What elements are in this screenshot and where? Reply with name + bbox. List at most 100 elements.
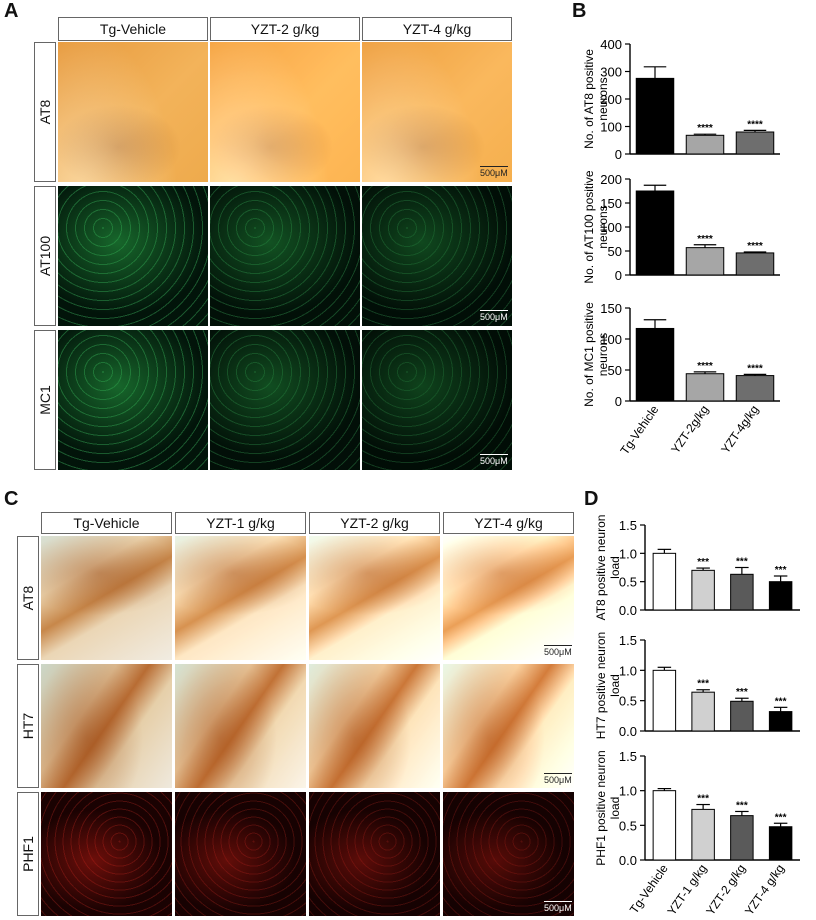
x-tick-label: YZT-2g/kg <box>668 403 711 456</box>
y-tick-label: 50 <box>608 363 622 378</box>
micrograph-phf1-tg-vehicle <box>41 792 172 916</box>
scale-bar: 500μM <box>544 901 572 913</box>
y-tick-label: 1.5 <box>619 750 637 764</box>
y-axis-label: PHF1 positive neuronload <box>594 750 622 865</box>
y-tick-label: 200 <box>600 92 622 107</box>
panel-a-column-header: Tg-Vehicle <box>58 17 208 41</box>
y-tick-label: 100 <box>600 120 622 135</box>
panel-letter-d: D <box>584 488 599 510</box>
y-tick-label: 0 <box>615 268 622 283</box>
scale-bar: 500μM <box>544 645 572 657</box>
micrograph-mc1-tg-vehicle <box>58 330 208 470</box>
scale-bar: 500μM <box>480 166 508 178</box>
significance-label: **** <box>747 119 763 130</box>
y-tick-label: 0.5 <box>619 694 637 709</box>
x-tick-label: Tg-Vehicle <box>627 861 671 916</box>
bar <box>691 569 715 611</box>
y-tick-label: 100 <box>600 220 622 235</box>
y-tick-label: 0 <box>615 394 622 409</box>
micrograph-at8-tg-vehicle <box>41 536 172 660</box>
bar <box>730 700 754 732</box>
bar <box>652 552 677 611</box>
micrograph-at100-yzt-2 <box>210 186 360 326</box>
significance-label: *** <box>775 565 787 576</box>
bar <box>635 327 675 402</box>
significance-label: *** <box>775 696 787 707</box>
bar <box>768 581 793 611</box>
x-tick-label: YZT-4 g/kg <box>742 862 787 918</box>
bar <box>730 815 754 861</box>
y-tick-label: 200 <box>600 172 622 187</box>
y-tick-label: 1.0 <box>619 784 637 799</box>
significance-label: *** <box>697 679 709 690</box>
scale-bar: 500μM <box>480 454 508 466</box>
y-tick-label: 0.0 <box>619 603 637 618</box>
significance-label: *** <box>697 794 709 805</box>
significance-label: *** <box>697 557 709 568</box>
x-tick-label: Tg-Vehicle <box>617 402 661 457</box>
y-axis-label: No. of AT8 positiveneurons <box>582 49 610 149</box>
micrograph-ht7-yzt-4 <box>443 664 574 788</box>
scale-bar: 500μM <box>480 310 508 322</box>
panel-c-column-header: YZT-2 g/kg <box>309 512 440 534</box>
significance-label: **** <box>697 234 713 245</box>
significance-label: *** <box>736 800 748 811</box>
micrograph-mc1-yzt-4 <box>362 330 512 470</box>
bar <box>691 808 715 861</box>
micrograph-mc1-yzt-2 <box>210 330 360 470</box>
panel-c-row-label: PHF1 <box>17 792 39 916</box>
panel-letter-a: A <box>4 0 19 22</box>
panel-a-column-header: YZT-4 g/kg <box>362 17 512 41</box>
significance-label: **** <box>747 363 763 374</box>
bar <box>730 573 754 611</box>
micrograph-at8-yzt-2 <box>309 536 440 660</box>
bar <box>768 826 793 861</box>
bar <box>635 77 675 155</box>
panel-a-row-label: AT8 <box>34 42 56 182</box>
bar <box>735 252 775 276</box>
y-tick-label: 150 <box>600 196 622 211</box>
panel-c-column-header: Tg-Vehicle <box>41 512 172 534</box>
panel-a-row-label: AT100 <box>34 186 56 326</box>
y-axis-label: No. of AT100 positiveneurons <box>582 170 610 284</box>
micrograph-phf1-yzt-2 <box>309 792 440 916</box>
panel-letter-c: C <box>4 488 19 510</box>
micrograph-at8-yzt-4 <box>443 536 574 660</box>
bar <box>685 134 725 155</box>
y-tick-label: 0 <box>615 147 622 162</box>
y-tick-label: 1.5 <box>619 633 637 648</box>
micrograph-phf1-yzt-1 <box>175 792 306 916</box>
x-tick-label: YZT-4g/kg <box>718 403 761 456</box>
significance-label: *** <box>736 687 748 698</box>
significance-label: **** <box>697 361 713 372</box>
y-axis-label: AT8 positive neuronload <box>594 515 622 620</box>
y-tick-label: 1.0 <box>619 546 637 561</box>
bar <box>685 247 725 276</box>
bar <box>652 669 677 732</box>
micrograph-ht7-yzt-2 <box>309 664 440 788</box>
micrograph-at8-tg-vehicle <box>58 42 208 182</box>
panel-c-row-label: HT7 <box>17 664 39 788</box>
y-tick-label: 0.5 <box>619 575 637 590</box>
y-tick-label: 0.0 <box>619 853 637 868</box>
panel-a-column-header: YZT-2 g/kg <box>210 17 360 41</box>
y-tick-label: 300 <box>600 65 622 80</box>
panel-c-column-header: YZT-1 g/kg <box>175 512 306 534</box>
y-tick-label: 50 <box>608 244 622 259</box>
y-axis-label: HT7 positive neuronload <box>594 632 622 739</box>
bar <box>768 711 793 732</box>
panel-a-row-label: MC1 <box>34 330 56 470</box>
scale-bar: 500μM <box>544 773 572 785</box>
y-tick-label: 1.0 <box>619 663 637 678</box>
micrograph-at100-yzt-4 <box>362 186 512 326</box>
bar <box>685 373 725 402</box>
significance-label: **** <box>697 123 713 134</box>
significance-label: *** <box>775 812 787 823</box>
y-tick-label: 150 <box>600 301 622 316</box>
